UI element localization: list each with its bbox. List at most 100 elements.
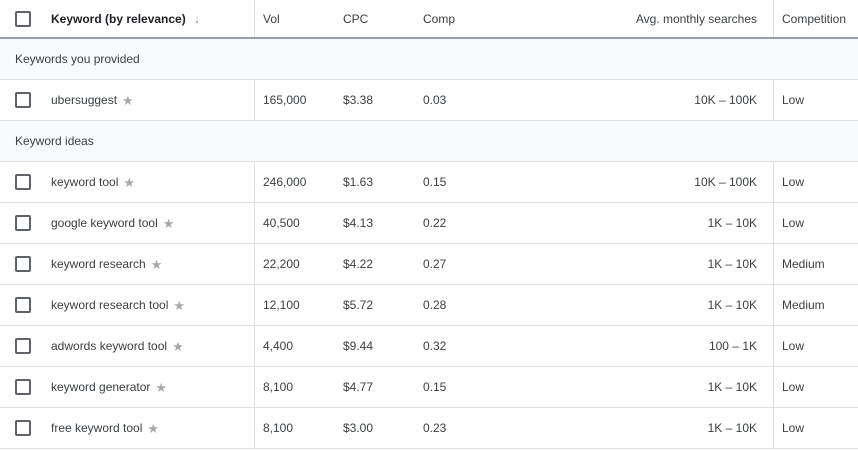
row-checkbox-cell	[15, 326, 33, 366]
competition-cell: Low	[782, 421, 805, 435]
cpc-cell: $5.72	[343, 298, 374, 312]
avg-monthly-searches-cell: 1K – 10K	[707, 421, 757, 435]
avg-monthly-searches-cell: 1K – 10K	[707, 298, 757, 312]
row-checkbox[interactable]	[15, 338, 31, 354]
cpc-cell: $1.63	[343, 175, 374, 189]
select-all-checkbox[interactable]	[15, 10, 31, 27]
competition-cell: Low	[782, 380, 805, 394]
star-icon[interactable]: ★	[150, 256, 163, 272]
row-checkbox-cell	[15, 367, 33, 407]
competition-cell: Low	[782, 339, 805, 353]
avg-monthly-searches-cell: 1K – 10K	[707, 257, 757, 271]
table-row: keyword tool ★ 246,000 $1.63 0.15 10K – …	[0, 162, 858, 203]
section-row-ideas: Keyword ideas	[0, 121, 858, 162]
column-divider	[773, 285, 774, 325]
table-row: keyword research ★ 22,200 $4.22 0.27 1K …	[0, 244, 858, 285]
competition-cell: Low	[782, 216, 805, 230]
keyword-cell: adwords keyword tool ★	[51, 326, 184, 366]
header-avg-monthly-searches[interactable]: Avg. monthly searches	[635, 11, 757, 26]
table-header: Keyword (by relevance) ↓ Vol CPC Comp Av…	[0, 0, 858, 39]
row-checkbox[interactable]	[15, 174, 31, 190]
cpc-cell: $4.77	[343, 380, 374, 394]
cpc-cell: $4.13	[343, 216, 374, 230]
avg-monthly-searches-cell: 10K – 100K	[694, 93, 757, 107]
keyword-text[interactable]: google keyword tool	[51, 216, 158, 230]
comp-cell: 0.23	[423, 421, 447, 435]
cpc-cell: $3.38	[343, 93, 374, 107]
vol-cell: 4,400	[263, 339, 294, 353]
table-row: keyword generator ★ 8,100 $4.77 0.15 1K …	[0, 367, 858, 408]
row-checkbox[interactable]	[15, 379, 31, 395]
column-divider	[254, 326, 255, 366]
keyword-cell: ubersuggest ★	[51, 80, 134, 120]
star-icon[interactable]: ★	[172, 338, 184, 354]
section-row-provided: Keywords you provided	[0, 39, 858, 80]
keyword-text[interactable]: keyword research	[51, 257, 146, 271]
row-checkbox[interactable]	[15, 420, 31, 436]
column-divider	[773, 367, 774, 407]
row-checkbox-cell	[15, 203, 33, 243]
keyword-cell: keyword tool ★	[51, 162, 135, 202]
row-checkbox[interactable]	[15, 92, 31, 108]
row-checkbox[interactable]	[15, 256, 31, 272]
avg-monthly-searches-cell: 10K – 100K	[694, 175, 757, 189]
header-vol[interactable]: Vol	[263, 11, 280, 26]
star-icon[interactable]: ★	[122, 92, 134, 108]
comp-cell: 0.27	[423, 257, 447, 271]
arrow-down-icon: ↓	[193, 11, 201, 26]
cpc-cell: $3.00	[343, 421, 374, 435]
keyword-cell: keyword research tool ★	[51, 285, 185, 325]
keyword-text[interactable]: keyword tool	[51, 175, 119, 189]
keyword-text[interactable]: free keyword tool	[51, 421, 143, 435]
header-competition[interactable]: Competition	[782, 11, 847, 26]
row-checkbox-cell	[15, 162, 33, 202]
vol-cell: 246,000	[263, 175, 307, 189]
row-checkbox[interactable]	[15, 297, 31, 313]
star-icon[interactable]: ★	[173, 297, 186, 313]
row-checkbox[interactable]	[15, 215, 31, 231]
competition-cell: Low	[782, 93, 805, 107]
comp-cell: 0.22	[423, 216, 447, 230]
header-keyword[interactable]: Keyword (by relevance) ↓	[51, 0, 200, 37]
section-title-provided: Keywords you provided	[15, 52, 140, 66]
column-divider	[254, 80, 255, 120]
keyword-cell: keyword generator ★	[51, 367, 167, 407]
keyword-cell: google keyword tool ★	[51, 203, 174, 243]
keyword-cell: free keyword tool ★	[51, 408, 159, 448]
column-divider	[773, 408, 774, 448]
keyword-text[interactable]: adwords keyword tool	[51, 339, 168, 353]
column-divider	[254, 0, 255, 37]
keyword-text[interactable]: ubersuggest	[51, 93, 118, 107]
header-comp[interactable]: Comp	[423, 11, 456, 26]
select-all-cell	[15, 0, 33, 37]
table-row: ubersuggest ★ 165,000 $3.38 0.03 10K – 1…	[0, 80, 858, 121]
competition-cell: Low	[782, 175, 805, 189]
star-icon[interactable]: ★	[123, 174, 136, 190]
vol-cell: 165,000	[263, 93, 307, 107]
keyword-text[interactable]: keyword generator	[51, 380, 151, 394]
cpc-cell: $9.44	[343, 339, 374, 353]
vol-cell: 8,100	[263, 421, 294, 435]
table-row: adwords keyword tool ★ 4,400 $9.44 0.32 …	[0, 326, 858, 367]
column-divider	[254, 285, 255, 325]
header-cpc[interactable]: CPC	[343, 11, 369, 26]
column-divider	[254, 367, 255, 407]
table-row: keyword research tool ★ 12,100 $5.72 0.2…	[0, 285, 858, 326]
table-row: google keyword tool ★ 40,500 $4.13 0.22 …	[0, 203, 858, 244]
column-divider	[773, 203, 774, 243]
competition-cell: Medium	[782, 298, 825, 312]
column-divider	[773, 162, 774, 202]
star-icon[interactable]: ★	[155, 379, 168, 395]
column-divider	[773, 326, 774, 366]
row-checkbox-cell	[15, 285, 33, 325]
keyword-cell: keyword research ★	[51, 244, 162, 284]
column-divider	[773, 0, 774, 37]
keyword-text[interactable]: keyword research tool	[51, 298, 169, 312]
star-icon[interactable]: ★	[162, 215, 175, 231]
avg-monthly-searches-cell: 1K – 10K	[707, 216, 757, 230]
cpc-cell: $4.22	[343, 257, 374, 271]
star-icon[interactable]: ★	[147, 420, 160, 436]
column-divider	[254, 244, 255, 284]
row-checkbox-cell	[15, 80, 33, 120]
